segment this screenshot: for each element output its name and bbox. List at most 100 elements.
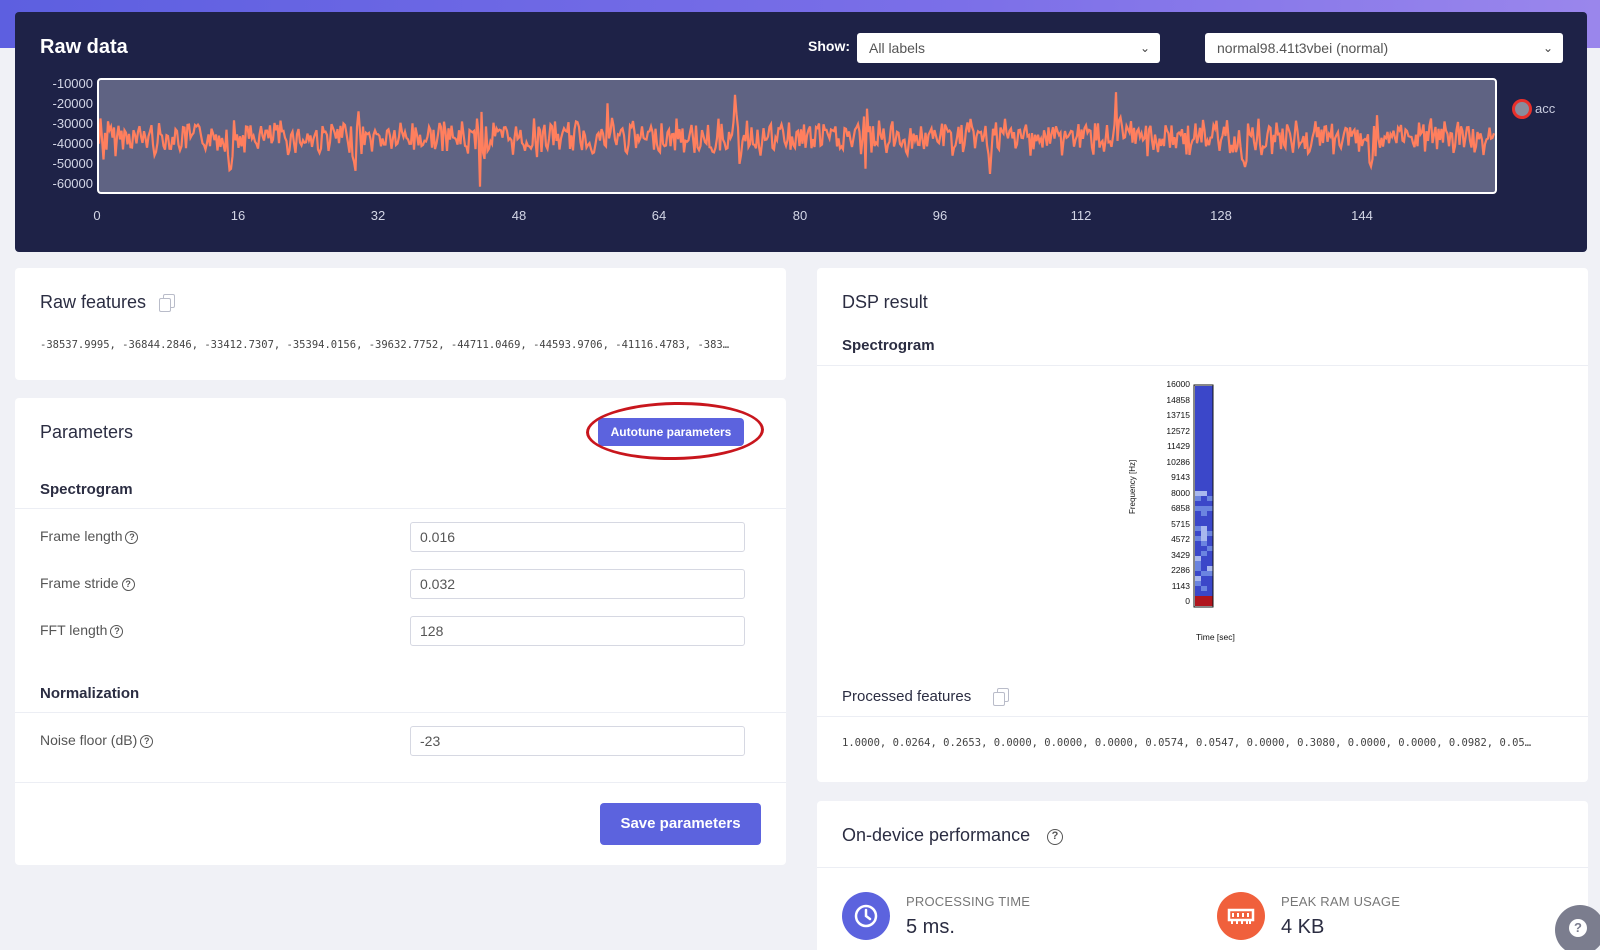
- divider: [817, 365, 1588, 366]
- legend-label: acc: [1535, 101, 1555, 116]
- spectrogram-cell: [1201, 446, 1207, 451]
- frequency-tick: 5715: [1171, 520, 1190, 529]
- spectrogram-cell: [1201, 536, 1207, 541]
- clock-icon: [842, 892, 890, 940]
- spectrogram-cell: [1201, 516, 1207, 521]
- spectrogram-cell: [1207, 531, 1213, 536]
- spectrogram-cell: [1201, 441, 1207, 446]
- spectrogram-cell: [1195, 571, 1201, 576]
- spectrogram-cell: [1207, 426, 1213, 431]
- spectrogram-cell: [1207, 421, 1213, 426]
- spectrogram-cell: [1201, 411, 1207, 416]
- help-icon[interactable]: ?: [110, 625, 123, 638]
- spectrogram-cell: [1207, 406, 1213, 411]
- spectrogram-cell: [1195, 436, 1201, 441]
- spectrogram-cell: [1195, 441, 1201, 446]
- spectrogram-cell: [1201, 436, 1207, 441]
- spectrogram-cell: [1207, 566, 1213, 571]
- spectrogram-cell: [1207, 481, 1213, 486]
- spectrogram-cell: [1195, 561, 1201, 566]
- sample-select-value: normal98.41t3vbei (normal): [1217, 40, 1388, 56]
- processed-features-title: Processed features: [842, 688, 971, 705]
- spectrogram-cell: [1207, 571, 1213, 576]
- spectrogram-cell: [1195, 566, 1201, 571]
- spectrogram-cell: [1207, 581, 1213, 586]
- performance-card: On-device performance ? PROCESSING TIME …: [817, 801, 1588, 950]
- x-tick: 64: [652, 208, 666, 223]
- spectrogram-cell: [1195, 596, 1201, 601]
- frequency-axis-label: Frequency [Hz]: [1128, 460, 1137, 514]
- help-icon[interactable]: ?: [140, 735, 153, 748]
- help-icon[interactable]: ?: [1047, 829, 1063, 845]
- spectrogram-cell: [1201, 591, 1207, 596]
- copy-icon[interactable]: [163, 294, 175, 308]
- label-filter-select[interactable]: All labels ⌄: [857, 33, 1160, 63]
- performance-title: On-device performance: [842, 825, 1030, 846]
- help-chat-button[interactable]: ?: [1555, 905, 1600, 950]
- spectrogram-cell: [1207, 541, 1213, 546]
- spectrogram-cell: [1201, 426, 1207, 431]
- spectrogram-cell: [1201, 531, 1207, 536]
- spectrogram-cell: [1195, 551, 1201, 556]
- spectrogram-cell: [1207, 466, 1213, 471]
- spectrogram-figure: Frequency [Hz] 16000 14858 13715 12572 11429…: [1148, 384, 1278, 644]
- spectrogram-cell: [1195, 581, 1201, 586]
- frequency-tick: 16000: [1166, 380, 1190, 389]
- spectrogram-cell: [1207, 576, 1213, 581]
- spectrogram-cell: [1201, 461, 1207, 466]
- spectrogram-cell: [1195, 406, 1201, 411]
- save-parameters-button[interactable]: Save parameters: [600, 803, 761, 845]
- raw-signal-plot[interactable]: [97, 78, 1497, 194]
- spectrogram-cell: [1195, 506, 1201, 511]
- frame-length-label: Frame length?: [40, 528, 138, 544]
- spectrogram-cell: [1201, 506, 1207, 511]
- label-filter-value: All labels: [869, 40, 925, 56]
- spectrogram-image: [1193, 384, 1215, 612]
- spectrogram-cell: [1201, 521, 1207, 526]
- spectrogram-cell: [1207, 486, 1213, 491]
- spectrogram-cell: [1207, 451, 1213, 456]
- help-icon[interactable]: ?: [125, 531, 138, 544]
- spectrogram-cell: [1195, 396, 1201, 401]
- x-tick: 80: [793, 208, 807, 223]
- legend-toggle-acc[interactable]: [1512, 99, 1532, 119]
- x-tick: 0: [93, 208, 100, 223]
- spectrogram-cell: [1201, 571, 1207, 576]
- spectrogram-cell: [1207, 561, 1213, 566]
- spectrogram-cell: [1195, 516, 1201, 521]
- fft-length-input[interactable]: 128: [410, 616, 745, 646]
- spectrogram-cell: [1207, 546, 1213, 551]
- spectrogram-cell: [1195, 546, 1201, 551]
- spectrogram-cell: [1201, 581, 1207, 586]
- spectrogram-cell: [1207, 461, 1213, 466]
- raw-features-card: Raw features -38537.9995, -36844.2846, -…: [15, 268, 786, 380]
- noise-floor-input[interactable]: -23: [410, 726, 745, 756]
- x-tick: 48: [512, 208, 526, 223]
- spectrogram-cell: [1201, 401, 1207, 406]
- frame-stride-input[interactable]: 0.032: [410, 569, 745, 599]
- frequency-tick: 11429: [1167, 442, 1190, 451]
- spectrogram-cell: [1207, 556, 1213, 561]
- show-label: Show:: [808, 38, 850, 54]
- spectrogram-cell: [1201, 451, 1207, 456]
- spectrogram-cell: [1207, 431, 1213, 436]
- spectrogram-cell: [1201, 586, 1207, 591]
- spectrogram-cell: [1195, 471, 1201, 476]
- sample-select[interactable]: normal98.41t3vbei (normal) ⌄: [1205, 33, 1563, 63]
- peak-ram-value: 4 KB: [1281, 916, 1324, 939]
- spectrogram-heading: Spectrogram: [40, 481, 133, 498]
- help-icon[interactable]: ?: [122, 578, 135, 591]
- frequency-tick: 0: [1185, 597, 1190, 606]
- spectrogram-cell: [1195, 496, 1201, 501]
- spectrogram-cell: [1201, 421, 1207, 426]
- raw-features-values: -38537.9995, -36844.2846, -33412.7307, -…: [40, 339, 760, 351]
- frame-length-input[interactable]: 0.016: [410, 522, 745, 552]
- spectrogram-cell: [1201, 561, 1207, 566]
- copy-icon[interactable]: [997, 688, 1009, 702]
- spectrogram-cell: [1195, 601, 1201, 606]
- spectrogram-cell: [1201, 466, 1207, 471]
- divider: [817, 867, 1588, 868]
- noise-floor-label: Noise floor (dB)?: [40, 732, 153, 748]
- frequency-tick: 10286: [1166, 458, 1190, 467]
- spectrogram-cell: [1195, 466, 1201, 471]
